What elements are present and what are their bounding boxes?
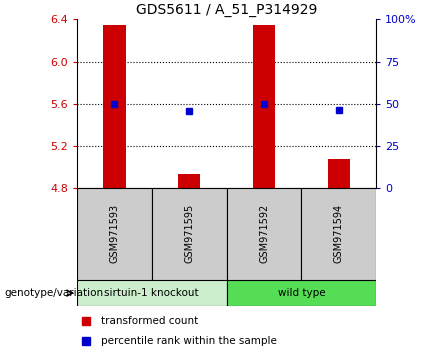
Bar <box>178 174 201 188</box>
Bar <box>77 188 152 280</box>
Text: GSM971595: GSM971595 <box>184 204 194 263</box>
Bar <box>77 280 227 306</box>
Text: GSM971593: GSM971593 <box>110 204 119 263</box>
Text: sirtuin-1 knockout: sirtuin-1 knockout <box>104 288 199 298</box>
Text: genotype/variation: genotype/variation <box>4 288 103 298</box>
Text: GSM971592: GSM971592 <box>259 204 269 263</box>
Bar <box>327 159 350 188</box>
Bar <box>227 280 376 306</box>
Bar <box>253 25 275 188</box>
Bar <box>152 188 227 280</box>
Text: transformed count: transformed count <box>101 316 198 326</box>
Bar <box>103 25 126 188</box>
Text: wild type: wild type <box>278 288 325 298</box>
Bar <box>227 188 301 280</box>
Bar <box>301 188 376 280</box>
Text: percentile rank within the sample: percentile rank within the sample <box>101 336 277 346</box>
Title: GDS5611 / A_51_P314929: GDS5611 / A_51_P314929 <box>136 3 317 17</box>
Text: GSM971594: GSM971594 <box>334 204 344 263</box>
